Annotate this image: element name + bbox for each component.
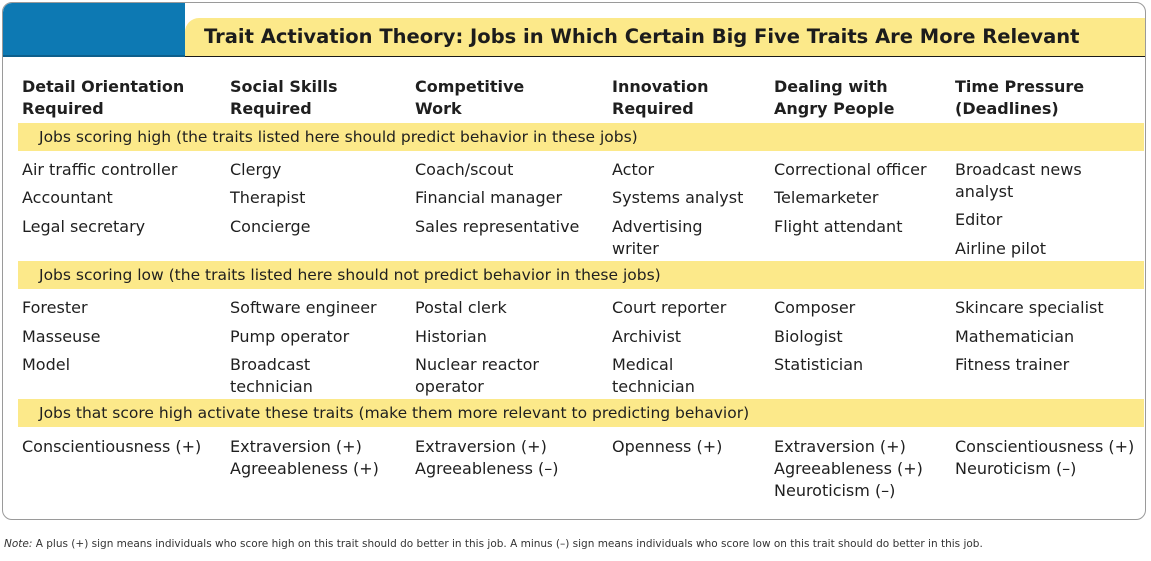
table-note: Note: A plus (+) sign means individuals … [4, 538, 983, 550]
blue-tab-underline [3, 55, 185, 57]
title-bar: Trait Activation Theory: Jobs in Which C… [185, 18, 1145, 57]
section-label-high: Jobs scoring high (the traits listed her… [39, 128, 638, 146]
column-header-time-pressure: Time Pressure (Deadlines) [955, 77, 1085, 118]
traits-time-pressure: Conscientiousness (+) Neuroticism (–) [955, 437, 1135, 478]
low-jobs-angry-people: Composer Biologist Statistician [774, 298, 864, 374]
column-header-angry-people: Dealing with Angry People [774, 77, 895, 118]
high-jobs-time-pressure: Broadcast news analyst Editor Airline pi… [955, 160, 1082, 258]
section-label-low: Jobs scoring low (the traits listed here… [39, 266, 661, 284]
high-jobs-competitive: Coach/scout Financial manager Sales repr… [415, 160, 580, 236]
low-jobs-detail: Forester Masseuse Model [22, 298, 101, 374]
section-label-activate: Jobs that score high activate these trai… [39, 404, 750, 422]
high-jobs-social: Clergy Therapist Concierge [230, 160, 311, 236]
traits-social: Extraversion (+) Agreeableness (+) [230, 437, 379, 478]
section-band-high: Jobs scoring high (the traits listed her… [18, 123, 1144, 151]
column-header-innovation: Innovation Required [612, 77, 709, 118]
traits-innovation: Openness (+) [612, 437, 723, 456]
traits-angry-people: Extraversion (+) Agreeableness (+) Neuro… [774, 437, 923, 500]
table-frame: Trait Activation Theory: Jobs in Which C… [2, 2, 1146, 520]
section-band-low: Jobs scoring low (the traits listed here… [18, 261, 1144, 289]
note-text: A plus (+) sign means individuals who sc… [32, 538, 983, 550]
section-band-activate: Jobs that score high activate these trai… [18, 399, 1144, 427]
traits-competitive: Extraversion (+) Agreeableness (–) [415, 437, 559, 478]
high-jobs-innovation: Actor Systems analyst Advertising writer [612, 160, 744, 258]
column-header-detail: Detail Orientation Required [22, 77, 185, 118]
low-jobs-time-pressure: Skincare specialist Mathematician Fitnes… [955, 298, 1104, 374]
note-label: Note: [4, 538, 33, 550]
column-header-competitive: Competitive Work [415, 77, 525, 118]
blue-tab-decoration [3, 3, 185, 57]
column-header-social: Social Skills Required [230, 77, 338, 118]
table-title: Trait Activation Theory: Jobs in Which C… [204, 25, 1080, 48]
low-jobs-innovation: Court reporter Archivist Medical technic… [612, 298, 727, 396]
high-jobs-angry-people: Correctional officer Telemarketer Flight… [774, 160, 927, 236]
high-jobs-detail: Air traffic controller Accountant Legal … [22, 160, 178, 236]
low-jobs-competitive: Postal clerk Historian Nuclear reactor o… [415, 298, 539, 396]
low-jobs-social: Software engineer Pump operator Broadcas… [230, 298, 377, 396]
traits-detail: Conscientiousness (+) [22, 437, 202, 456]
